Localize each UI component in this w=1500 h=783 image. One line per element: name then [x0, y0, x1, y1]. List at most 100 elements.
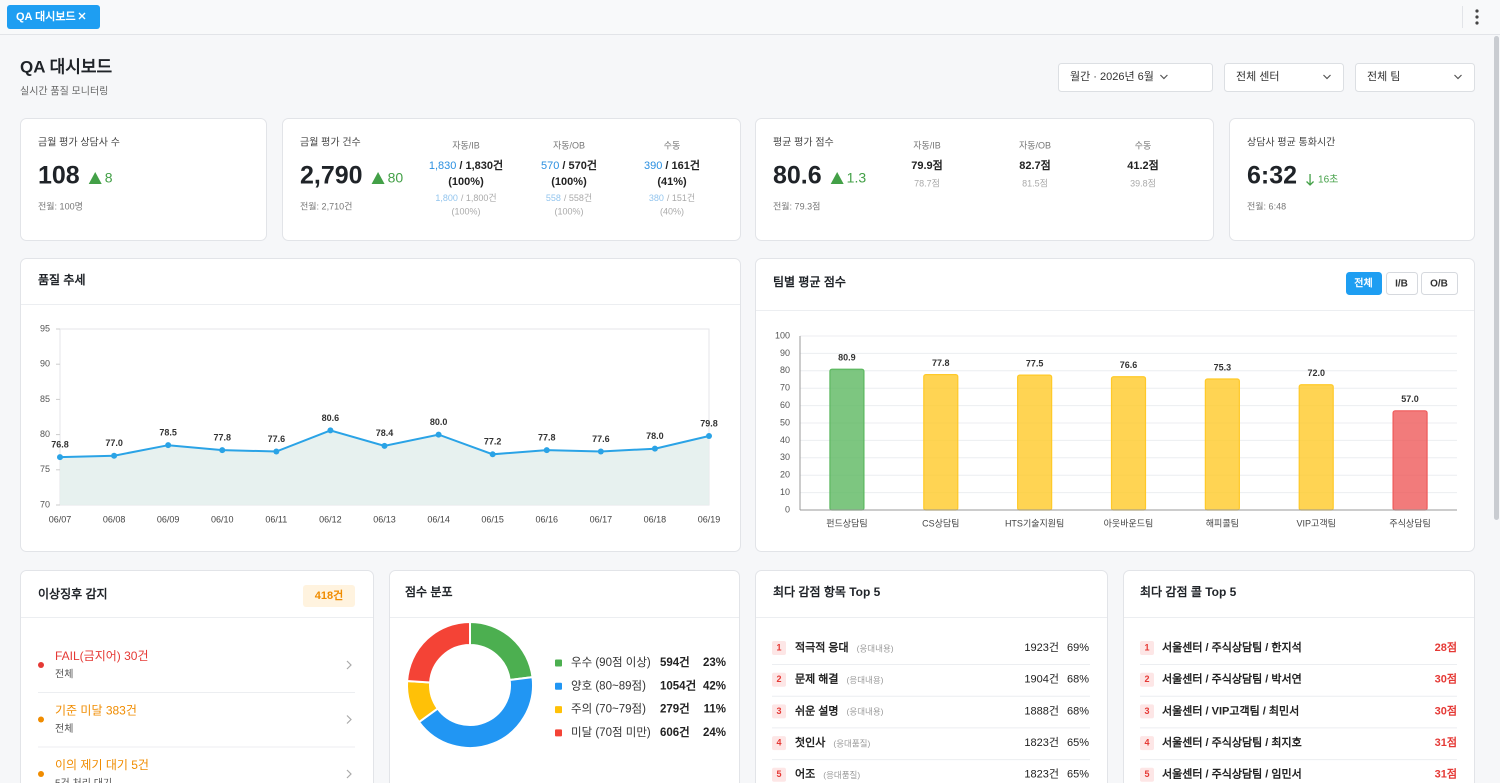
count-total: / 570건	[562, 158, 597, 172]
y-tick-label: 95	[40, 323, 50, 333]
breakdown-label: 자동/OB	[1019, 140, 1051, 150]
breakdown-prev: 81.5점	[1022, 177, 1048, 188]
kpi-value: 108	[38, 162, 80, 190]
breakdown-prev: 78.7점	[914, 177, 940, 188]
filter-button-label[interactable]: 전체	[1354, 277, 1372, 290]
x-tick-label: 펀드상담팀	[826, 517, 867, 528]
anomaly-title[interactable]: 기준 미달 383건	[55, 704, 137, 718]
rank-label: 2	[776, 674, 781, 684]
filter-button[interactable]	[1386, 272, 1418, 295]
count-badge	[303, 585, 355, 607]
kpi-title: 상담사 평균 통화시간	[1247, 137, 1335, 149]
filter-button-label[interactable]: O/B	[1430, 279, 1448, 290]
prev-total: / 151건	[667, 193, 695, 203]
item-name: 문제 해결	[795, 672, 839, 686]
status-dot	[38, 771, 44, 777]
page-subtitle: 실시간 품질 모니터링	[20, 86, 108, 98]
legend-label: 미달 (70점 미만)	[571, 725, 651, 739]
rank-badge	[772, 704, 786, 719]
x-tick-label: CS상담팀	[922, 517, 959, 528]
data-label: 79.8	[700, 418, 718, 428]
y-tick-label: 40	[780, 435, 790, 445]
anomaly-title[interactable]: 이의 제기 대기 5건	[55, 758, 149, 772]
point	[219, 447, 226, 454]
item-pct: 65%	[1067, 737, 1089, 749]
breakdown-prev: 39.8점	[1130, 177, 1156, 188]
anomaly-sub: 전체	[55, 723, 73, 735]
card-title: 이상징후 감지	[38, 586, 108, 601]
breakdown-count: 1,830/ 1,830건	[429, 158, 503, 172]
kpi-value: 2,790	[300, 162, 363, 190]
rank-badge	[772, 767, 786, 782]
legend-pct: 11%	[704, 704, 726, 716]
bar	[1017, 374, 1053, 511]
call-name[interactable]: 서울센터 / 주식상담팀 / 한지석	[1162, 640, 1302, 654]
down-arrow	[1306, 174, 1315, 186]
kpi-prev: 전월: 6:48	[1247, 200, 1286, 211]
card-title: 최다 감점 항목 Top 5	[773, 584, 881, 599]
item-tag: (응대내용)	[847, 707, 884, 717]
filter-button-label[interactable]: I/B	[1395, 279, 1408, 290]
data-label: 76.8	[51, 440, 69, 450]
point	[111, 452, 118, 459]
item-count: 1823건	[1024, 736, 1059, 749]
filter-select[interactable]	[1224, 63, 1344, 92]
item-name: 첫인사	[795, 735, 826, 749]
filter-label[interactable]: 전체 팀	[1367, 70, 1400, 83]
count-current: 570	[541, 160, 559, 172]
page-title: QA 대시보드	[20, 57, 113, 76]
kpi-value: 80.6	[773, 162, 822, 190]
chevron	[346, 660, 352, 670]
y-tick-label: 60	[780, 400, 790, 410]
data-label: 78.5	[159, 428, 177, 438]
x-tick-label: 아웃바운드팀	[1104, 517, 1154, 528]
breakdown-label: 자동/OB	[553, 140, 585, 150]
tab[interactable]	[7, 5, 100, 29]
count-badge-label: 418건	[315, 588, 343, 602]
filter-select[interactable]	[1058, 63, 1213, 92]
kpi-delta: 80	[388, 170, 404, 186]
card	[282, 118, 741, 241]
filter-button[interactable]	[1421, 272, 1458, 295]
y-tick-label: 85	[40, 394, 50, 404]
x-tick-label: 06/16	[535, 514, 558, 524]
call-name[interactable]: 서울센터 / 주식상담팀 / 박서연	[1162, 672, 1302, 686]
call-name[interactable]: 서울센터 / 주식상담팀 / 임민서	[1162, 767, 1302, 781]
legend-label: 주의 (70~79점)	[571, 703, 646, 716]
prev-current: 380	[649, 193, 664, 203]
filter-button[interactable]	[1346, 272, 1382, 295]
anomaly-sub: 전체	[55, 669, 73, 681]
more-menu[interactable]	[1475, 9, 1479, 25]
donut-segment	[406, 620, 471, 684]
tab-close[interactable]	[78, 12, 86, 20]
chart-title: 품질 추세	[38, 272, 86, 287]
x-tick-label: 06/15	[481, 514, 504, 524]
filter-label[interactable]: 월간 · 2026년 6월	[1070, 70, 1154, 83]
y-tick-label: 10	[780, 487, 790, 497]
breakdown-value: 82.7점	[1019, 158, 1051, 172]
card	[389, 570, 740, 783]
breakdown-prev: 380/ 151건	[649, 193, 695, 203]
rank-label: 5	[776, 769, 781, 779]
filter-select[interactable]	[1355, 63, 1475, 92]
rank-badge	[772, 736, 786, 751]
filter-label[interactable]: 전체 센터	[1236, 70, 1280, 83]
tab-label[interactable]: QA 대시보드	[16, 9, 76, 23]
item-pct: 68%	[1067, 705, 1089, 717]
card	[20, 570, 374, 783]
y-tick-label: 30	[780, 452, 790, 462]
call-score: 28점	[1435, 640, 1457, 654]
card	[1123, 570, 1475, 783]
y-tick-label: 80	[780, 365, 790, 375]
y-tick-label: 70	[40, 499, 50, 509]
anomaly-title[interactable]: FAIL(금지어) 30건	[55, 649, 149, 663]
call-name[interactable]: 서울센터 / VIP고객팀 / 최민서	[1162, 703, 1299, 717]
legend-label: 양호 (80~89점)	[571, 679, 646, 692]
prev-current: 1,800	[435, 193, 458, 203]
breakdown-label: 자동/IB	[913, 140, 941, 150]
bar	[1392, 410, 1428, 511]
rank-badge	[1140, 704, 1154, 719]
breakdown-value: 79.9점	[911, 158, 943, 172]
call-name[interactable]: 서울센터 / 주식상담팀 / 최지호	[1162, 735, 1302, 749]
